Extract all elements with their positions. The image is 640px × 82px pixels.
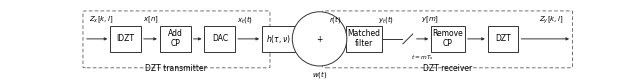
Bar [431,26,465,52]
Text: Matched
filter: Matched filter [348,29,380,48]
Text: $x_t(t)$: $x_t(t)$ [237,14,253,25]
Text: $y[m]$: $y[m]$ [421,14,439,25]
Text: DZT receiver: DZT receiver [423,64,472,73]
Text: $r(t)$: $r(t)$ [330,14,342,25]
Text: $Z_y[k,l]$: $Z_y[k,l]$ [539,14,564,26]
Bar [160,26,191,52]
Bar [262,26,295,52]
Text: $t=mT_s$: $t=mT_s$ [411,53,434,62]
Text: DAC: DAC [212,34,228,43]
Text: DZT: DZT [495,34,511,43]
Bar [346,26,381,52]
Text: $Z_x[k,l]$: $Z_x[k,l]$ [89,14,113,25]
Text: $+$: $+$ [316,34,323,44]
Text: $w(t)$: $w(t)$ [312,69,327,80]
Bar [110,26,141,52]
Text: DZT transmitter: DZT transmitter [145,64,207,73]
Text: $x[n]$: $x[n]$ [143,14,159,25]
Text: $y_t(t)$: $y_t(t)$ [378,14,395,25]
Text: Add
CP: Add CP [168,29,182,48]
Text: $h(\tau,\nu)$: $h(\tau,\nu)$ [266,33,291,45]
Text: IDZT: IDZT [116,34,134,43]
Ellipse shape [292,12,347,66]
Bar [488,26,518,52]
Text: Remove
CP: Remove CP [433,29,463,48]
Bar [205,26,236,52]
